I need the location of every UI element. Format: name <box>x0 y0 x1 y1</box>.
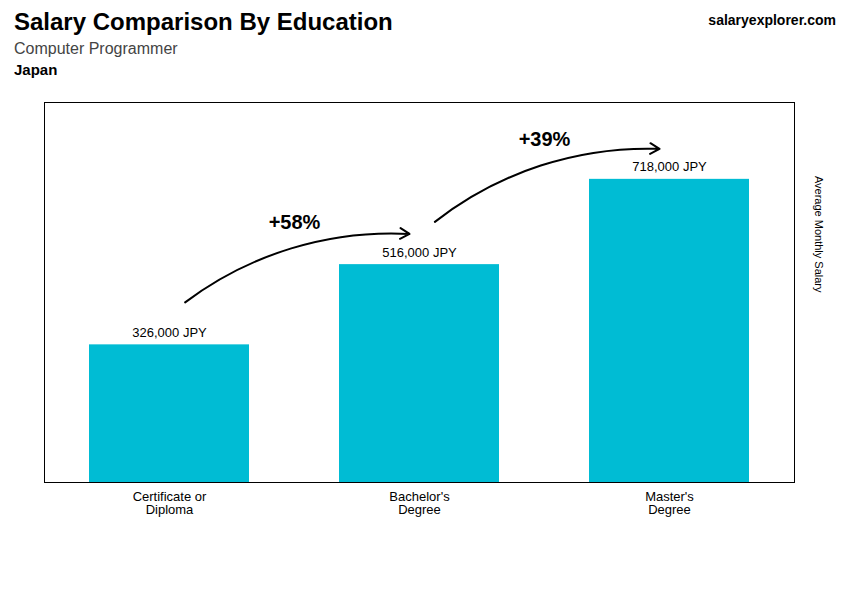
svg-text:Certificate orDiploma: Certificate orDiploma <box>133 489 207 517</box>
svg-text:326,000 JPY: 326,000 JPY <box>132 325 207 340</box>
html-text:Japan: Japan <box>14 61 58 78</box>
svg-text:Average Monthly Salary: Average Monthly Salary <box>813 176 825 293</box>
svg-text:+39%: +39% <box>519 128 571 150</box>
svg-text:Master'sDegree: Master'sDegree <box>645 489 694 517</box>
svg-text:Bachelor'sDegree: Bachelor'sDegree <box>389 489 450 517</box>
svg-text:+58%: +58% <box>269 211 321 233</box>
svg-text:718,000 JPY: 718,000 JPY <box>632 159 707 174</box>
html-text:Computer Programmer: Computer Programmer <box>14 40 178 57</box>
html-text:Salary Comparison By Education: Salary Comparison By Education <box>14 8 393 35</box>
html-text:salaryexplorer.com: salaryexplorer.com <box>708 12 836 28</box>
svg-text:516,000 JPY: 516,000 JPY <box>382 245 457 260</box>
